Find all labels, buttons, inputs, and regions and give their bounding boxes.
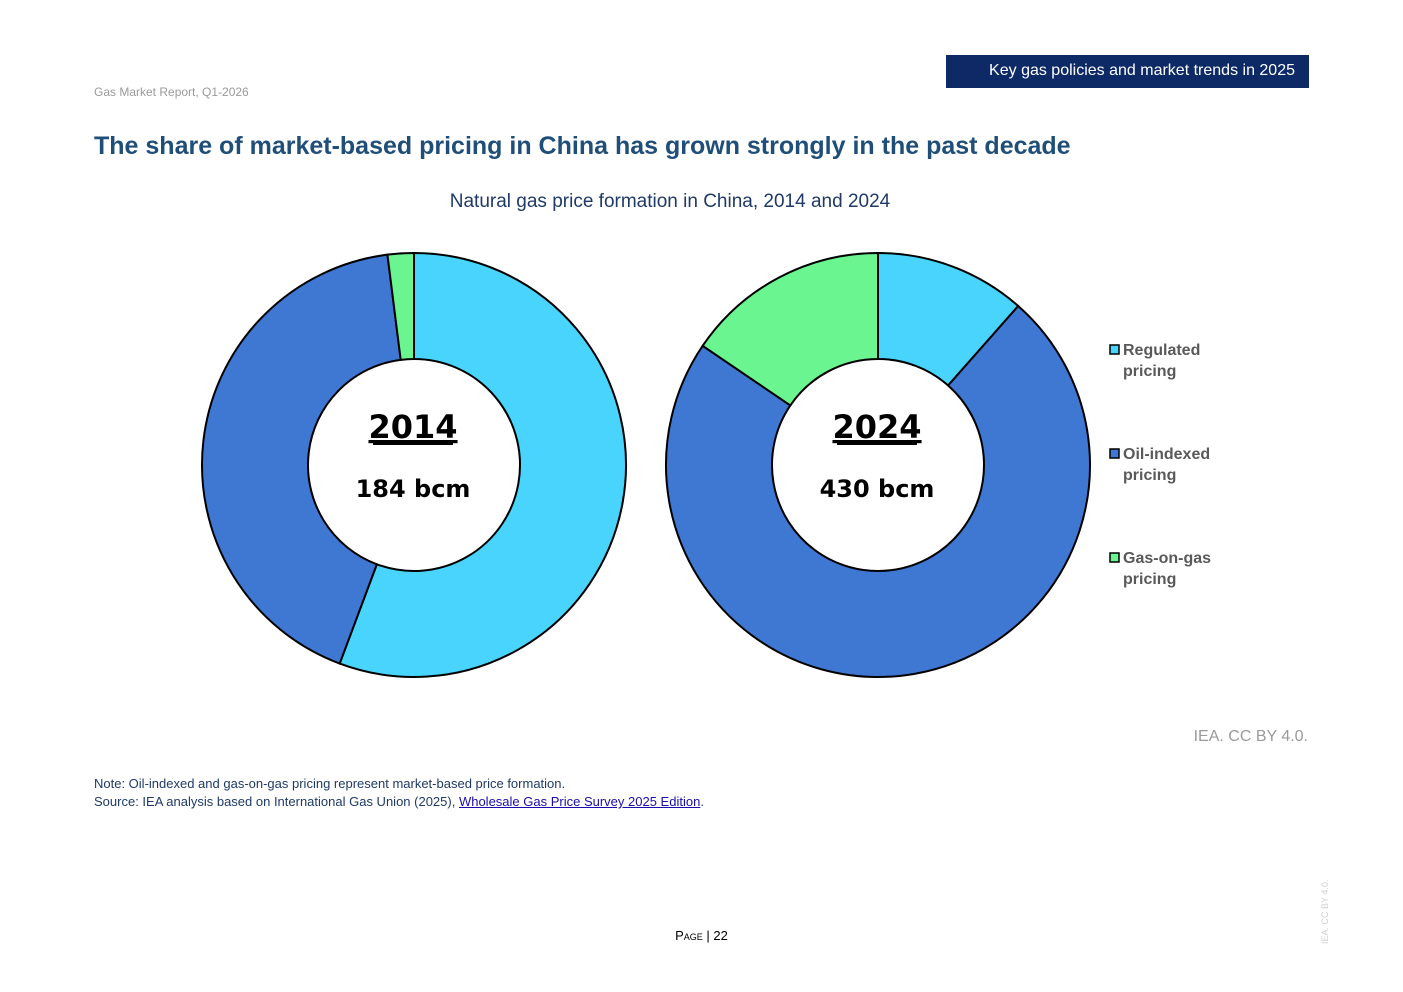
- legend-label: Regulated pricing: [1123, 342, 1200, 380]
- page-separator: |: [706, 928, 710, 943]
- source-prefix: Source: IEA analysis based on Internatio…: [94, 794, 459, 809]
- legend-label: Gas-on-gas pricing: [1123, 550, 1211, 588]
- credit-text: IEA. CC BY 4.0.: [1193, 728, 1308, 745]
- donut-total-label: 430 bcm: [820, 475, 935, 503]
- note-line: Note: Oil-indexed and gas-on-gas pricing…: [94, 776, 566, 791]
- source-line: Source: IEA analysis based on Internatio…: [94, 793, 704, 811]
- legend-label: Oil-indexed pricing: [1123, 446, 1210, 484]
- page-label: Page: [675, 928, 703, 943]
- page-title: The share of market-based pricing in Chi…: [94, 132, 1071, 160]
- legend-swatch: [1109, 552, 1120, 563]
- legend-swatch: [1109, 448, 1120, 459]
- source-suffix: .: [700, 794, 704, 809]
- donut-slice-2014-0: [338, 251, 627, 678]
- chart-title: Natural gas price formation in China, 20…: [449, 191, 891, 212]
- source-link[interactable]: Wholesale Gas Price Survey 2025 Edition: [458, 794, 701, 809]
- donut-year-label: 2024: [832, 408, 921, 446]
- donut-slice-2024-2: [701, 251, 879, 407]
- donut-slice-2014-1: [201, 253, 402, 665]
- legend-swatch: [1109, 344, 1120, 355]
- page-number-value: 22: [713, 928, 728, 943]
- donut-year-label: 2014: [368, 408, 457, 446]
- report-name: Gas Market Report, Q1-2026: [94, 85, 249, 99]
- note-block: Note: Oil-indexed and gas-on-gas pricing…: [94, 775, 704, 811]
- donut-total-label: 184 bcm: [356, 475, 471, 503]
- side-watermark: IEA. CC BY 4.0.: [1320, 879, 1330, 944]
- donut-slice-2024-1: [665, 304, 1092, 678]
- page-number: Page | 22: [0, 928, 1403, 943]
- section-title-banner: Key gas policies and market trends in 20…: [946, 55, 1309, 88]
- donut-slice-2014-2: [386, 251, 415, 361]
